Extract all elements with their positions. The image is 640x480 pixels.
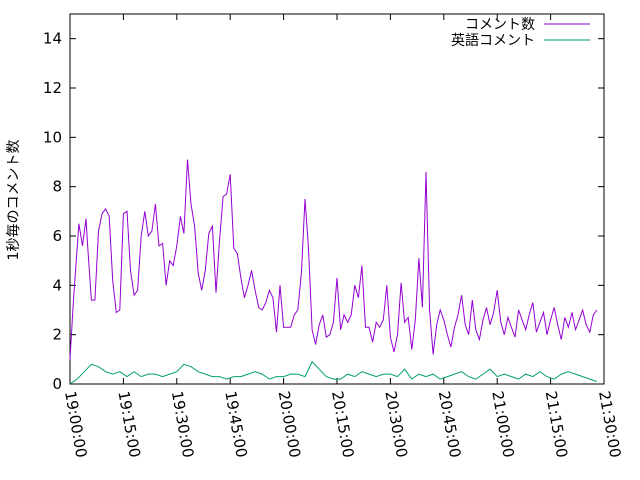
x-tick-label: 19:45:00 (221, 390, 250, 459)
y-tick-label: 2 (52, 326, 62, 344)
y-tick-label: 10 (43, 128, 62, 146)
y-tick-label: 12 (43, 79, 62, 97)
y-tick-label: 6 (52, 227, 62, 245)
series-line-1 (69, 360, 598, 385)
series-layer (69, 159, 598, 385)
plot-frame (69, 13, 605, 385)
y-axis-ticks: 0 2 4 6 8 10 12 14 (43, 30, 604, 393)
x-tick-label: 19:00:00 (61, 390, 90, 459)
x-tick-label: 20:45:00 (435, 390, 464, 459)
y-tick-label: 0 (52, 375, 62, 393)
y-tick-label: 8 (52, 178, 62, 196)
x-tick-label: 21:15:00 (542, 390, 571, 459)
legend-label-1: 英語コメント (451, 32, 535, 49)
x-tick-label: 20:30:00 (381, 390, 410, 459)
series-line-0 (69, 159, 598, 360)
legend-label-0: コメント数 (465, 17, 535, 33)
y-axis-label: 1秒毎のコメント数 (6, 140, 22, 261)
x-tick-label: 19:15:00 (114, 390, 143, 459)
x-tick-label: 20:00:00 (275, 390, 304, 459)
x-tick-label: 19:30:00 (168, 390, 197, 459)
plot-border (69, 13, 605, 385)
x-tick-label: 21:00:00 (488, 390, 517, 459)
y-tick-label: 14 (43, 30, 62, 48)
x-axis-ticks: 19:00:00 19:15:00 19:30:00 19:45:00 20:00:00… (61, 14, 624, 459)
y-tick-label: 4 (52, 276, 62, 294)
x-tick-label: 21:30:00 (595, 390, 624, 459)
x-tick-label: 20:15:00 (328, 390, 357, 459)
